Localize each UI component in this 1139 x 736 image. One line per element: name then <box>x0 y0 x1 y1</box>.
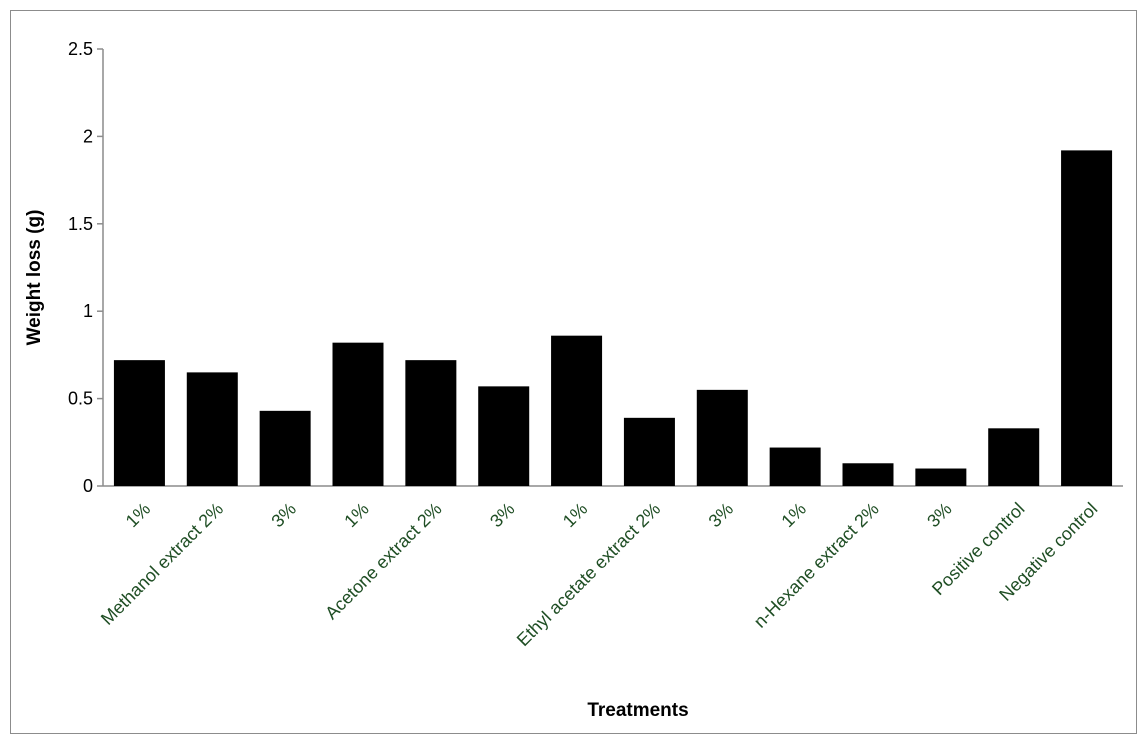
y-tick-label: 1 <box>83 301 93 321</box>
x-tick-label: 3% <box>923 499 956 532</box>
bar <box>915 468 967 486</box>
y-tick-label: 2 <box>83 126 93 146</box>
bar <box>988 428 1040 486</box>
bar <box>186 372 238 486</box>
bar <box>113 360 165 486</box>
x-tick-labels: 1%Methanol extract 2% 3% 1%Acetone extract… <box>97 499 1101 650</box>
y-axis <box>97 48 104 487</box>
y-tick-labels: 0 0.5 1 1.5 2 2.5 <box>68 39 93 496</box>
x-tick-label: 1% <box>777 499 810 532</box>
x-tick-label: 3% <box>267 499 300 532</box>
bar <box>1061 150 1113 486</box>
bar <box>623 417 675 486</box>
bar <box>842 463 894 486</box>
x-tick-label: Methanol extract 2% <box>97 499 227 629</box>
bar <box>769 447 821 486</box>
bar <box>696 389 748 486</box>
bar <box>332 342 384 486</box>
x-axis-title: Treatments <box>587 700 688 721</box>
x-tick-label: 3% <box>705 499 738 532</box>
y-tick-label: 0.5 <box>68 389 93 409</box>
bar <box>405 360 457 486</box>
x-tick-label: 1% <box>559 499 592 532</box>
x-tick-label: Ethyl acetate extract 2% <box>513 499 664 650</box>
bars <box>113 150 1113 486</box>
x-tick-label: 1% <box>340 499 373 532</box>
y-axis-title: Weight loss (g) <box>24 210 45 346</box>
y-tick-label: 1.5 <box>68 214 93 234</box>
y-tick-label: 0 <box>83 476 93 496</box>
bar <box>259 410 311 486</box>
bar <box>551 335 603 486</box>
bar <box>478 386 530 486</box>
x-tick-label: 3% <box>486 499 519 532</box>
y-tick-label: 2.5 <box>68 39 93 59</box>
x-tick-label: n-Hexane extract 2% <box>750 499 883 632</box>
x-tick-label: 1% <box>122 499 155 532</box>
